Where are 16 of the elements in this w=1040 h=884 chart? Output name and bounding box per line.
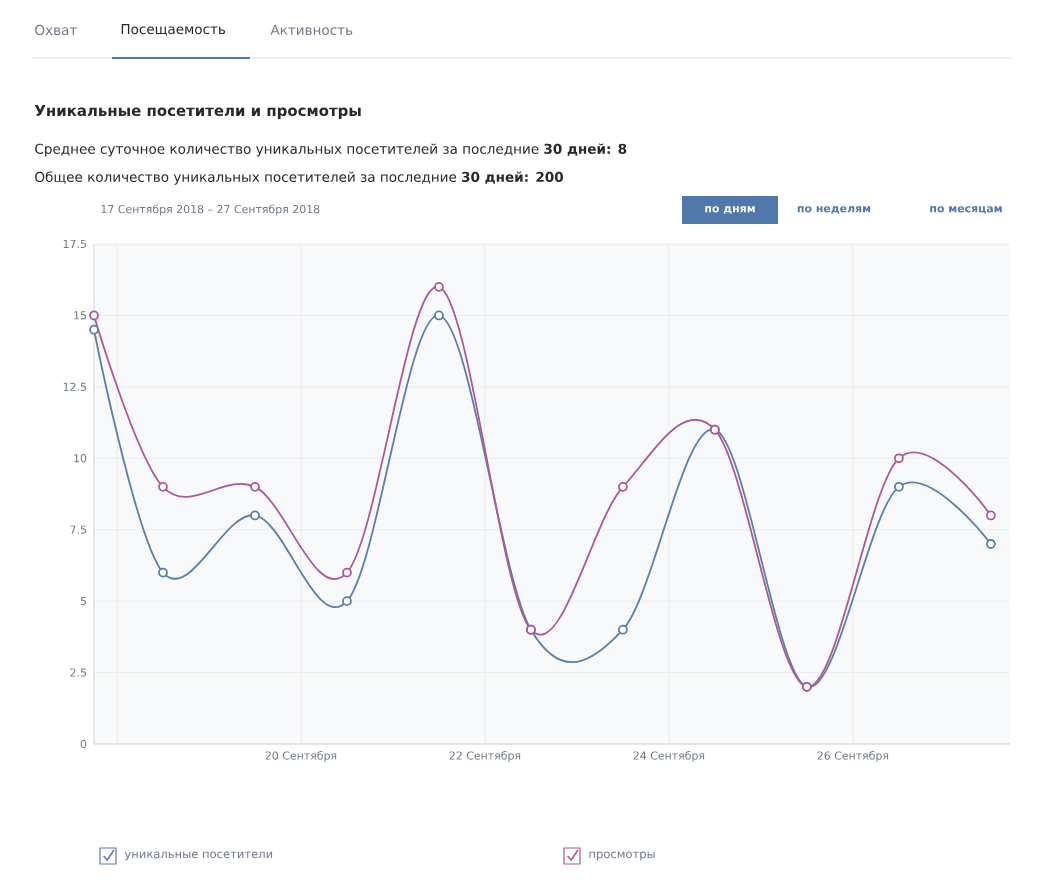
point	[893, 481, 904, 492]
point	[985, 539, 996, 549]
point	[250, 510, 260, 521]
point	[158, 481, 168, 492]
point	[618, 624, 628, 635]
point	[342, 596, 352, 607]
point	[158, 567, 168, 578]
point	[434, 281, 444, 292]
point	[618, 481, 628, 492]
point	[985, 510, 996, 521]
point	[250, 481, 260, 492]
point	[342, 567, 352, 578]
point	[893, 453, 904, 464]
point	[89, 310, 99, 321]
point	[434, 310, 444, 321]
point	[89, 324, 99, 335]
